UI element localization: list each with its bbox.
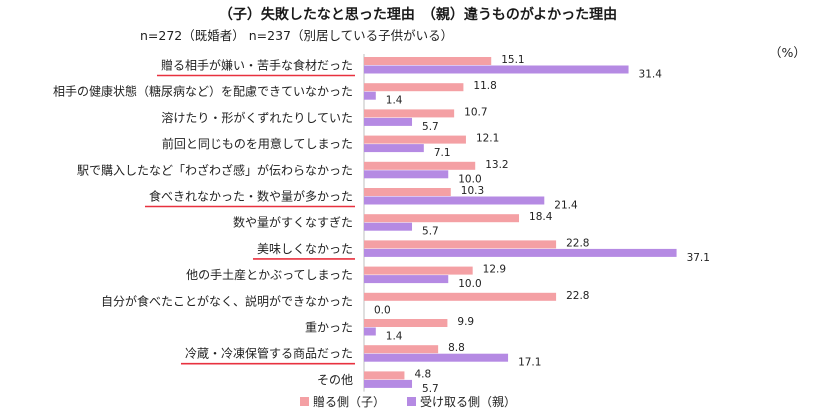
bar-receiver (364, 170, 449, 179)
legend-item-receiver: 受け取る側（親） (407, 393, 516, 410)
bar-giver (364, 57, 492, 65)
value-label-receiver: 17.1 (518, 357, 541, 369)
value-label-giver: 22.8 (566, 237, 589, 249)
value-label-receiver: 5.7 (422, 383, 439, 395)
bar-giver (364, 371, 405, 380)
value-label-giver: 15.1 (501, 54, 524, 66)
category-label: 贈る相手が嫌い・苦手な食材だった (161, 58, 353, 73)
bar-giver (364, 83, 464, 92)
bar-giver (364, 188, 451, 196)
bar-giver (364, 240, 557, 249)
value-label-receiver: 0.0 (374, 304, 391, 316)
value-label-giver: 11.8 (473, 80, 496, 92)
category-label: 溶けたり・形がくずれたりしていた (161, 110, 353, 125)
value-label-giver: 10.7 (464, 106, 487, 118)
bar-receiver (364, 327, 376, 336)
bar-receiver (364, 379, 413, 388)
value-label-receiver: 1.4 (386, 95, 403, 107)
chart-title: （子）失敗したなと思った理由 （親）違うものがよかった理由 (218, 7, 618, 23)
bar-receiver (364, 248, 677, 257)
category-label: 重かった (305, 321, 353, 335)
value-label-receiver: 10.0 (458, 173, 481, 185)
legend-label-receiver: 受け取る側（親） (420, 395, 517, 409)
bar-receiver (364, 353, 509, 362)
category-label: 前回と同じものを用意してしまった (162, 136, 353, 151)
value-label-giver: 12.9 (483, 264, 506, 276)
value-label-giver: 22.8 (566, 290, 589, 302)
value-label-receiver: 1.4 (386, 331, 403, 343)
bar-receiver (364, 91, 376, 100)
value-label-giver: 18.4 (529, 211, 553, 223)
category-label: 他の手土産とかぶってしまった (186, 267, 353, 282)
bar-receiver (364, 222, 413, 231)
chart-subtitle: n=272（既婚者） n=237（別居している子供がいる） (140, 28, 454, 43)
category-label: 駅で購入したなど「わざわざ感」が伝わらなかった (77, 162, 353, 177)
value-label-giver: 9.9 (457, 316, 474, 328)
value-label-giver: 13.2 (485, 159, 508, 171)
value-label-receiver: 10.0 (458, 278, 481, 290)
category-label: 冷蔵・冷凍保管する商品だった (185, 346, 353, 361)
value-label-receiver: 5.7 (422, 121, 439, 133)
value-label-giver: 4.8 (414, 368, 431, 380)
value-label-giver: 12.1 (476, 133, 499, 145)
category-label: 食べきれなかった・数や量が多かった (149, 189, 353, 204)
bar-giver (364, 266, 473, 275)
value-label-giver: 8.8 (448, 342, 465, 354)
category-label: 相手の健康状態（糖尿病など）を配慮できていなかった (53, 84, 353, 99)
category-label: 数や量がすくなすぎた (233, 215, 353, 230)
bar-receiver (364, 117, 413, 126)
value-label-giver: 10.3 (461, 185, 484, 197)
bar-giver (364, 292, 557, 301)
category-label: 自分が食べたことがなく、説明ができなかった (101, 293, 353, 308)
bar-giver (364, 109, 455, 118)
value-label-receiver: 21.4 (554, 200, 578, 212)
legend-label-giver: 贈る側（子） (313, 395, 386, 409)
unit-label: （%） (769, 45, 806, 60)
value-label-receiver: 31.4 (639, 69, 663, 81)
legend-swatch-receiver (407, 397, 417, 406)
bar-giver (364, 135, 466, 144)
value-label-receiver: 7.1 (434, 147, 451, 159)
bar-receiver (364, 196, 545, 205)
value-label-receiver: 37.1 (687, 252, 710, 264)
bar-giver (364, 345, 439, 354)
bar-giver (364, 161, 476, 170)
legend-swatch-giver (300, 397, 309, 406)
bar-receiver (364, 275, 449, 284)
category-label: その他 (317, 373, 353, 387)
bar-receiver (364, 65, 629, 74)
category-label: 美味しくなかった (257, 242, 353, 256)
bar-giver (364, 214, 520, 223)
legend: 贈る側（子） 受け取る側（親） (300, 393, 516, 410)
legend-item-giver: 贈る側（子） (300, 393, 385, 410)
bar-receiver (364, 144, 424, 153)
bar-giver (364, 319, 448, 327)
value-label-receiver: 5.7 (422, 226, 439, 238)
